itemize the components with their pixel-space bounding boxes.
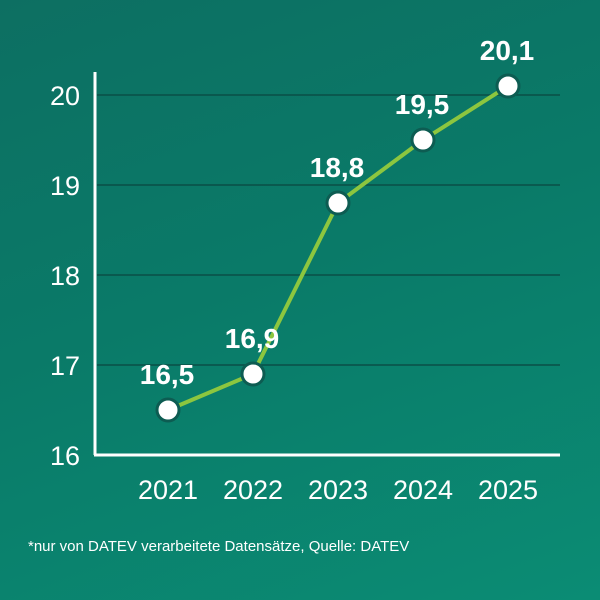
footnote: *nur von DATEV verarbeitete Datensätze, … bbox=[28, 538, 410, 555]
x-tick-label: 2025 bbox=[478, 475, 538, 505]
data-label: 16,9 bbox=[225, 323, 280, 354]
y-tick-label: 16 bbox=[50, 441, 80, 471]
data-label: 19,5 bbox=[395, 89, 450, 120]
y-tick-labels: 16 17 18 19 20 bbox=[50, 81, 80, 471]
data-label: 18,8 bbox=[310, 152, 365, 183]
data-points bbox=[155, 73, 521, 423]
y-tick-label: 17 bbox=[50, 351, 80, 381]
x-tick-label: 2022 bbox=[223, 475, 283, 505]
data-label: 20,1 bbox=[480, 35, 535, 66]
series-line bbox=[167, 84, 510, 412]
x-tick-label: 2021 bbox=[138, 475, 198, 505]
data-labels: 16,5 16,9 18,8 19,5 20,1 bbox=[140, 35, 535, 390]
x-tick-label: 2024 bbox=[393, 475, 453, 505]
data-point bbox=[155, 397, 181, 423]
data-point bbox=[410, 127, 436, 153]
x-tick-labels: 2021 2022 2023 2024 2025 bbox=[138, 475, 538, 505]
data-point bbox=[495, 73, 521, 99]
data-point bbox=[325, 190, 351, 216]
data-label: 16,5 bbox=[140, 359, 195, 390]
x-tick-label: 2023 bbox=[308, 475, 368, 505]
y-tick-label: 18 bbox=[50, 261, 80, 291]
y-tick-label: 19 bbox=[50, 171, 80, 201]
gridlines bbox=[97, 94, 560, 366]
y-tick-label: 20 bbox=[50, 81, 80, 111]
data-point bbox=[240, 361, 266, 387]
